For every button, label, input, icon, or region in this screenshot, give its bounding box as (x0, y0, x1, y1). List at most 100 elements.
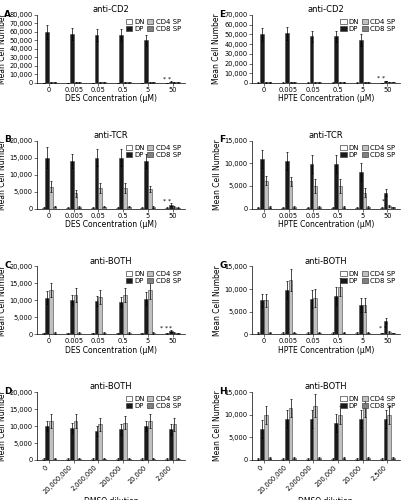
Bar (140, 459, 144, 460)
Text: *: * (164, 325, 167, 330)
Text: D: D (4, 386, 11, 396)
Bar (330, 333, 335, 334)
Bar (148, 421, 152, 460)
Bar (102, 82, 106, 83)
Y-axis label: Mean Cell Number: Mean Cell Number (0, 140, 7, 210)
Text: *: * (167, 198, 171, 203)
Bar (313, 298, 317, 335)
Bar (127, 458, 131, 460)
Bar (388, 332, 391, 334)
Bar (53, 82, 56, 83)
Bar (78, 458, 81, 460)
Title: anti-BOTH: anti-BOTH (89, 256, 132, 266)
Bar (384, 193, 388, 208)
Bar (306, 458, 310, 460)
Bar (78, 82, 81, 83)
Legend: DN, DP, CD4 SP, CD8 SP: DN, DP, CD4 SP, CD8 SP (125, 396, 182, 410)
Bar (74, 295, 78, 335)
Bar (49, 186, 53, 208)
Bar (260, 34, 264, 83)
Bar (74, 421, 78, 460)
Legend: DN, DP, CD4 SP, CD8 SP: DN, DP, CD4 SP, CD8 SP (125, 270, 182, 284)
Bar (123, 188, 127, 208)
Bar (268, 82, 271, 83)
Bar (264, 300, 268, 334)
Bar (342, 458, 346, 460)
Bar (120, 302, 123, 334)
Bar (317, 332, 321, 334)
Legend: DN, DP, CD4 SP, CD8 SP: DN, DP, CD4 SP, CD8 SP (125, 144, 182, 158)
Bar (152, 333, 155, 334)
Bar (123, 82, 127, 83)
Bar (355, 333, 359, 334)
Y-axis label: Mean Cell Number: Mean Cell Number (0, 390, 7, 462)
Bar (95, 158, 98, 208)
Bar (98, 188, 102, 208)
Bar (289, 408, 293, 460)
Bar (95, 431, 98, 460)
Bar (70, 34, 74, 83)
Bar (127, 333, 131, 334)
Text: *: * (377, 76, 380, 80)
X-axis label: HPTE Concentration (μM): HPTE Concentration (μM) (277, 220, 374, 229)
Bar (53, 206, 56, 208)
Bar (293, 82, 296, 83)
Bar (45, 298, 49, 335)
Bar (310, 164, 313, 208)
X-axis label: DES Concentration (μM): DES Concentration (μM) (65, 94, 157, 104)
Bar (257, 458, 260, 460)
Bar (338, 186, 342, 208)
Bar (281, 458, 285, 460)
Bar (285, 161, 289, 208)
Text: G: G (219, 261, 226, 270)
Legend: DN, DP, CD4 SP, CD8 SP: DN, DP, CD4 SP, CD8 SP (125, 18, 182, 33)
Bar (144, 426, 148, 460)
Text: E: E (219, 10, 225, 18)
Legend: DN, DP, CD4 SP, CD8 SP: DN, DP, CD4 SP, CD8 SP (340, 270, 396, 284)
Bar (366, 458, 370, 460)
Y-axis label: Mean Cell Number: Mean Cell Number (0, 14, 7, 85)
Bar (173, 332, 176, 334)
Legend: DN, DP, CD4 SP, CD8 SP: DN, DP, CD4 SP, CD8 SP (340, 396, 396, 410)
Bar (391, 458, 395, 460)
Bar (355, 458, 359, 460)
Bar (91, 459, 95, 460)
Bar (310, 419, 313, 460)
Bar (102, 458, 106, 460)
Bar (268, 207, 271, 208)
Bar (384, 81, 388, 83)
Text: *: * (162, 76, 166, 82)
Text: *: * (382, 198, 385, 203)
Bar (391, 82, 395, 83)
Bar (338, 82, 342, 83)
Title: anti-CD2: anti-CD2 (93, 5, 129, 14)
Bar (268, 332, 271, 334)
Y-axis label: Mean Cell Number: Mean Cell Number (213, 390, 222, 462)
Bar (98, 424, 102, 460)
Bar (144, 298, 148, 334)
Bar (148, 82, 152, 83)
Bar (45, 426, 49, 460)
X-axis label: HPTE Concentration (μM): HPTE Concentration (μM) (277, 94, 374, 104)
Bar (173, 207, 176, 208)
Bar (289, 280, 293, 334)
Bar (49, 421, 53, 460)
Bar (169, 82, 173, 83)
Bar (42, 459, 45, 460)
Bar (70, 300, 74, 334)
Bar (264, 180, 268, 208)
Bar (264, 82, 268, 83)
Bar (257, 333, 260, 334)
Bar (366, 332, 370, 334)
Bar (49, 290, 53, 335)
Bar (317, 207, 321, 208)
Title: anti-BOTH: anti-BOTH (89, 382, 132, 392)
Bar (152, 82, 155, 83)
X-axis label: DES Concentration (μM): DES Concentration (μM) (65, 220, 157, 229)
Text: H: H (219, 386, 227, 396)
Bar (260, 429, 264, 460)
Text: C: C (4, 261, 11, 270)
Bar (335, 164, 338, 208)
Bar (260, 300, 264, 334)
Bar (148, 189, 152, 208)
